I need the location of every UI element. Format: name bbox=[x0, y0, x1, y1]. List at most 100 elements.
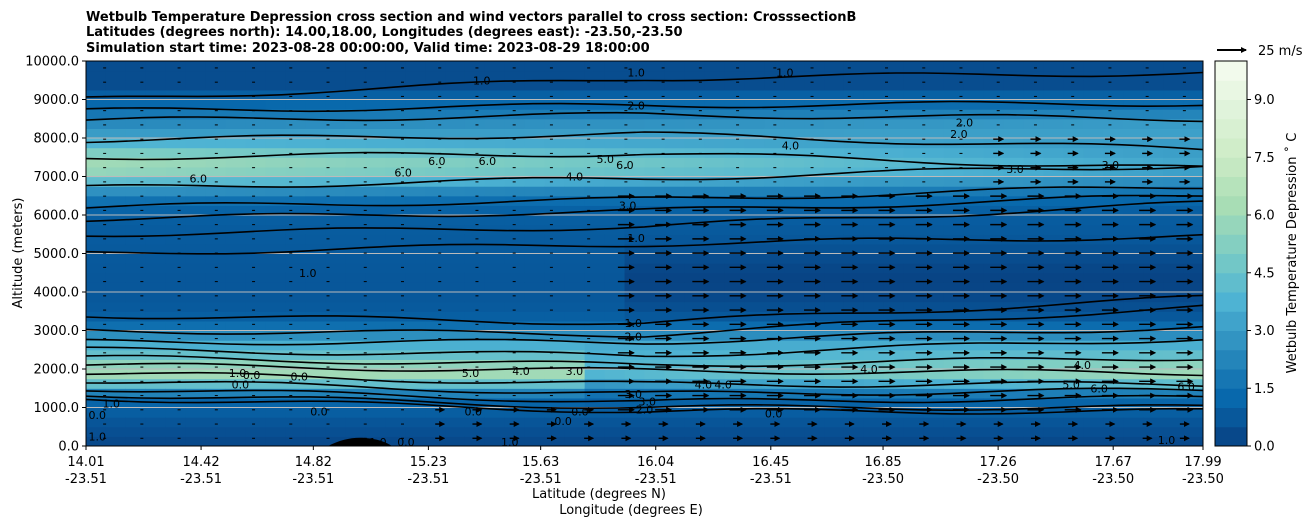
field-cell bbox=[484, 292, 506, 303]
field-cell bbox=[205, 417, 227, 428]
field-cell bbox=[604, 340, 626, 351]
field-cell bbox=[325, 118, 346, 129]
field-cell bbox=[863, 426, 885, 437]
field-cell bbox=[405, 118, 426, 129]
field-cell bbox=[863, 292, 885, 303]
field-cell bbox=[1163, 166, 1184, 178]
field-cell bbox=[604, 118, 626, 129]
field-cell bbox=[943, 253, 965, 264]
field-cell bbox=[784, 311, 805, 322]
field-cell bbox=[405, 407, 426, 418]
field-cell bbox=[325, 109, 346, 120]
field-cell bbox=[1143, 157, 1164, 168]
field-cell bbox=[86, 205, 107, 216]
field-cell bbox=[145, 215, 167, 226]
field-cell bbox=[305, 215, 326, 226]
field-cell bbox=[544, 128, 566, 139]
field-cell bbox=[125, 263, 147, 274]
field-cell bbox=[963, 282, 985, 293]
field-cell bbox=[405, 205, 426, 216]
field-cell bbox=[883, 253, 905, 264]
field-cell bbox=[145, 205, 167, 216]
field-cell bbox=[744, 128, 765, 139]
field-cell bbox=[1023, 340, 1045, 351]
field-cell bbox=[1043, 215, 1064, 226]
field-cell bbox=[1023, 157, 1045, 168]
field-cell bbox=[524, 166, 546, 178]
field-cell bbox=[684, 215, 705, 226]
field-cell bbox=[544, 272, 566, 283]
field-cell bbox=[843, 128, 865, 139]
field-cell bbox=[843, 61, 865, 72]
field-cell bbox=[963, 301, 985, 312]
field-cell bbox=[843, 176, 865, 187]
field-cell bbox=[604, 89, 626, 101]
field-cell bbox=[604, 61, 626, 72]
field-cell bbox=[445, 109, 466, 120]
field-cell bbox=[225, 109, 247, 120]
field-cell bbox=[963, 243, 985, 255]
field-cell bbox=[504, 359, 526, 370]
field-cell bbox=[524, 70, 546, 81]
field-cell bbox=[564, 215, 586, 226]
field-cell bbox=[265, 70, 287, 81]
field-cell bbox=[903, 282, 925, 293]
field-cell bbox=[185, 61, 207, 72]
field-cell bbox=[744, 243, 765, 255]
field-cell bbox=[843, 109, 865, 120]
field-cell bbox=[883, 311, 905, 322]
field-cell bbox=[125, 436, 147, 446]
field-cell bbox=[1083, 417, 1104, 428]
field-cell bbox=[1103, 195, 1124, 206]
colorbar-band bbox=[1215, 292, 1247, 312]
field-cell bbox=[385, 70, 406, 81]
field-cell bbox=[544, 311, 566, 322]
field-cell bbox=[983, 349, 1005, 360]
field-cell bbox=[963, 311, 985, 322]
field-cell bbox=[704, 417, 725, 428]
field-cell bbox=[425, 138, 446, 149]
field-cell bbox=[445, 205, 466, 216]
y-tick-label: 5000.0 bbox=[34, 247, 80, 262]
field-cell bbox=[664, 99, 685, 110]
contour-label: 1.0 bbox=[103, 398, 121, 411]
field-cell bbox=[983, 340, 1005, 351]
field-cell bbox=[385, 378, 406, 389]
field-cell bbox=[704, 89, 725, 101]
field-cell bbox=[504, 340, 526, 351]
field-cell bbox=[624, 109, 646, 120]
field-cell bbox=[425, 61, 446, 72]
field-cell bbox=[245, 118, 267, 129]
field-cell bbox=[724, 301, 745, 312]
field-cell bbox=[863, 186, 885, 197]
field-cell bbox=[564, 70, 586, 81]
field-cell bbox=[983, 128, 1005, 139]
field-cell bbox=[185, 340, 207, 351]
field-cell bbox=[804, 99, 825, 110]
field-cell bbox=[445, 330, 466, 341]
field-cell bbox=[764, 282, 785, 293]
field-cell bbox=[464, 186, 486, 197]
field-cell bbox=[1143, 282, 1164, 293]
field-cell bbox=[484, 301, 506, 312]
field-cell bbox=[624, 282, 646, 293]
field-cell bbox=[425, 330, 446, 341]
field-cell bbox=[983, 89, 1005, 101]
field-cell bbox=[1043, 436, 1064, 446]
field-cell bbox=[903, 61, 925, 72]
field-cell bbox=[664, 128, 685, 139]
field-cell bbox=[1083, 128, 1104, 139]
field-cell bbox=[484, 378, 506, 389]
field-cell bbox=[923, 138, 945, 149]
field-cell bbox=[804, 61, 825, 72]
field-cell bbox=[1023, 224, 1045, 235]
field-cell bbox=[86, 349, 107, 360]
contour-label: 4.0 bbox=[1074, 359, 1092, 372]
field-cell bbox=[205, 157, 227, 168]
field-cell bbox=[544, 70, 566, 81]
field-cell bbox=[824, 436, 845, 446]
field-cell bbox=[345, 340, 366, 351]
field-cell bbox=[185, 301, 207, 312]
field-cell bbox=[903, 166, 925, 178]
contour-label: 4.0 bbox=[512, 365, 530, 378]
